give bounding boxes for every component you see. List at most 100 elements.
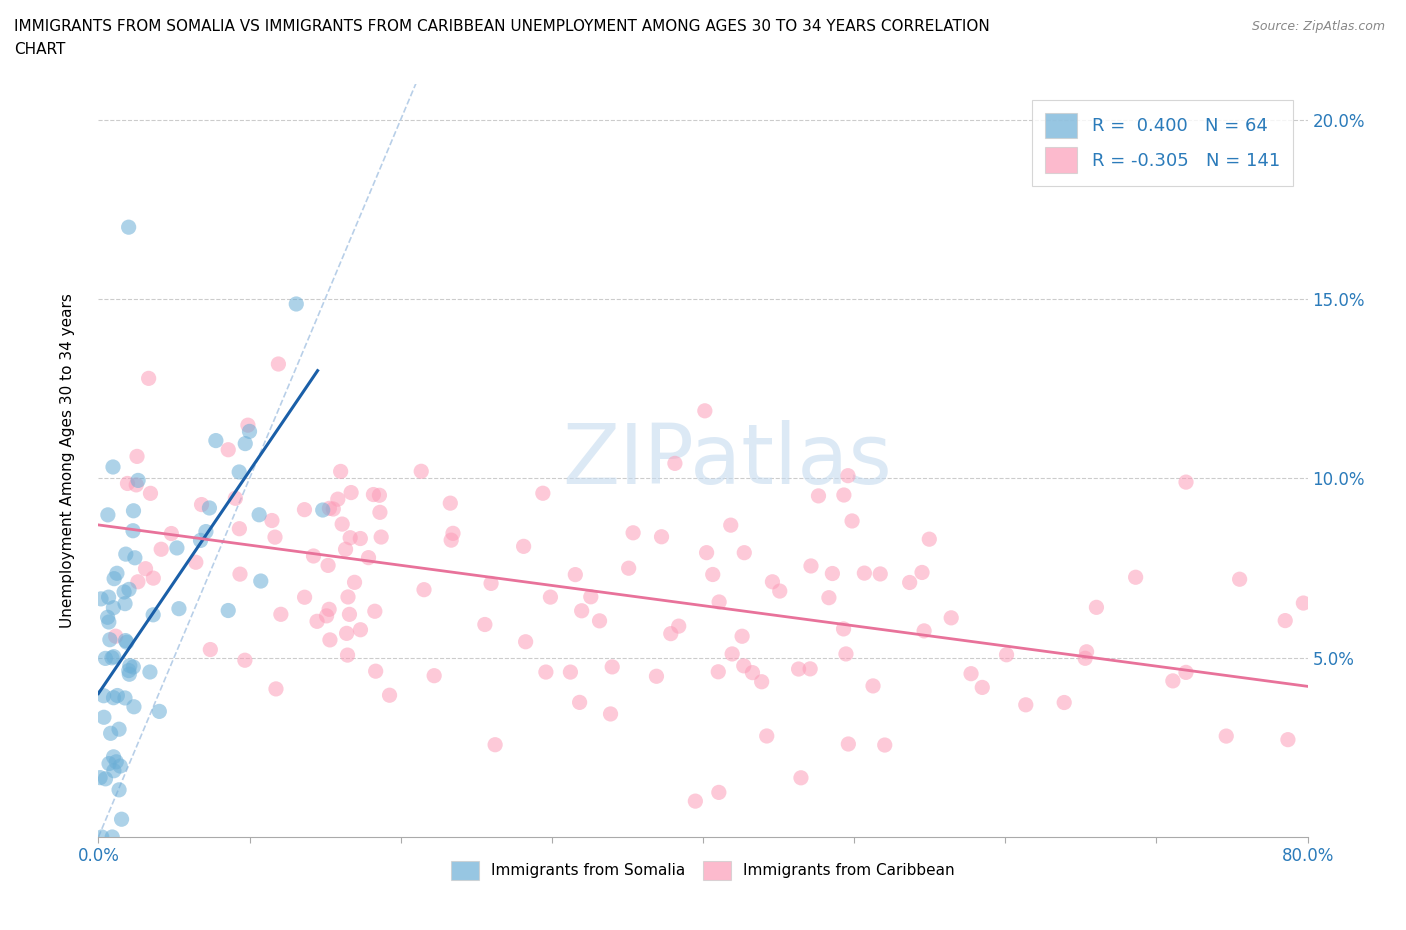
Point	[97, 508, 120, 523]
Point	[357, 551, 380, 565]
Point	[1085, 600, 1108, 615]
Point	[104, 629, 127, 644]
Point	[560, 665, 582, 680]
Point	[93, 688, 115, 703]
Point	[118, 219, 141, 234]
Point	[912, 623, 935, 638]
Point	[413, 582, 436, 597]
Point	[108, 782, 131, 797]
Point	[531, 485, 554, 500]
Point	[336, 647, 359, 662]
Point	[114, 690, 136, 705]
Text: Source: ZipAtlas.com: Source: ZipAtlas.com	[1251, 20, 1385, 33]
Point	[249, 574, 271, 589]
Point	[101, 459, 124, 474]
Point	[312, 502, 335, 517]
Point	[264, 530, 287, 545]
Point	[319, 632, 342, 647]
Point	[112, 585, 135, 600]
Point	[800, 559, 823, 574]
Point	[769, 584, 792, 599]
Point	[115, 635, 138, 650]
Point	[664, 456, 686, 471]
Point	[995, 647, 1018, 662]
Point	[898, 575, 921, 590]
Point	[799, 661, 821, 676]
Point	[114, 547, 136, 562]
Point	[236, 418, 259, 432]
Point	[93, 710, 115, 724]
Point	[205, 433, 228, 448]
Point	[108, 722, 131, 737]
Point	[142, 571, 165, 586]
Point	[190, 498, 212, 512]
Point	[247, 508, 270, 523]
Point	[124, 551, 146, 565]
Point	[103, 690, 125, 705]
Point	[122, 659, 145, 674]
Point	[440, 533, 463, 548]
Point	[588, 614, 610, 629]
Point	[832, 621, 855, 636]
Point	[135, 561, 157, 576]
Point	[790, 770, 813, 785]
Point	[368, 505, 391, 520]
Point	[103, 649, 125, 664]
Point	[330, 517, 353, 532]
Point	[837, 468, 859, 483]
Point	[364, 664, 387, 679]
Point	[122, 699, 145, 714]
Point	[512, 538, 534, 553]
Point	[1215, 728, 1237, 743]
Point	[621, 525, 644, 540]
Point	[233, 653, 256, 668]
Point	[122, 524, 145, 538]
Point	[378, 688, 401, 703]
Point	[721, 646, 744, 661]
Point	[837, 737, 859, 751]
Point	[97, 610, 120, 625]
Point	[960, 666, 983, 681]
Point	[315, 608, 337, 623]
Point	[599, 707, 621, 722]
Point	[755, 728, 778, 743]
Point	[862, 679, 884, 694]
Point	[1229, 572, 1251, 587]
Point	[233, 436, 256, 451]
Point	[100, 726, 122, 741]
Point	[911, 565, 934, 580]
Point	[97, 615, 120, 630]
Point	[600, 659, 623, 674]
Point	[707, 664, 730, 679]
Point	[118, 663, 141, 678]
Point	[349, 531, 371, 546]
Point	[125, 449, 148, 464]
Point	[105, 688, 128, 703]
Legend: Immigrants from Somalia, Immigrants from Caribbean: Immigrants from Somalia, Immigrants from…	[446, 855, 960, 886]
Point	[127, 575, 149, 590]
Point	[787, 661, 810, 676]
Point	[1015, 698, 1038, 712]
Point	[696, 545, 718, 560]
Point	[316, 558, 339, 573]
Point	[318, 501, 340, 516]
Point	[1175, 474, 1198, 489]
Text: IMMIGRANTS FROM SOMALIA VS IMMIGRANTS FROM CARIBBEAN UNEMPLOYMENT AMONG AGES 30 : IMMIGRANTS FROM SOMALIA VS IMMIGRANTS FR…	[14, 19, 990, 33]
Point	[751, 674, 773, 689]
Point	[731, 629, 754, 644]
Point	[229, 566, 252, 581]
Point	[841, 513, 863, 528]
Text: CHART: CHART	[14, 42, 66, 57]
Point	[617, 561, 640, 576]
Point	[474, 618, 496, 632]
Point	[94, 771, 117, 786]
Point	[349, 622, 371, 637]
Point	[198, 500, 221, 515]
Point	[267, 356, 290, 371]
Point	[339, 530, 361, 545]
Point	[761, 575, 783, 590]
Point	[439, 496, 461, 511]
Point	[335, 542, 357, 557]
Point	[479, 576, 502, 591]
Point	[150, 542, 173, 557]
